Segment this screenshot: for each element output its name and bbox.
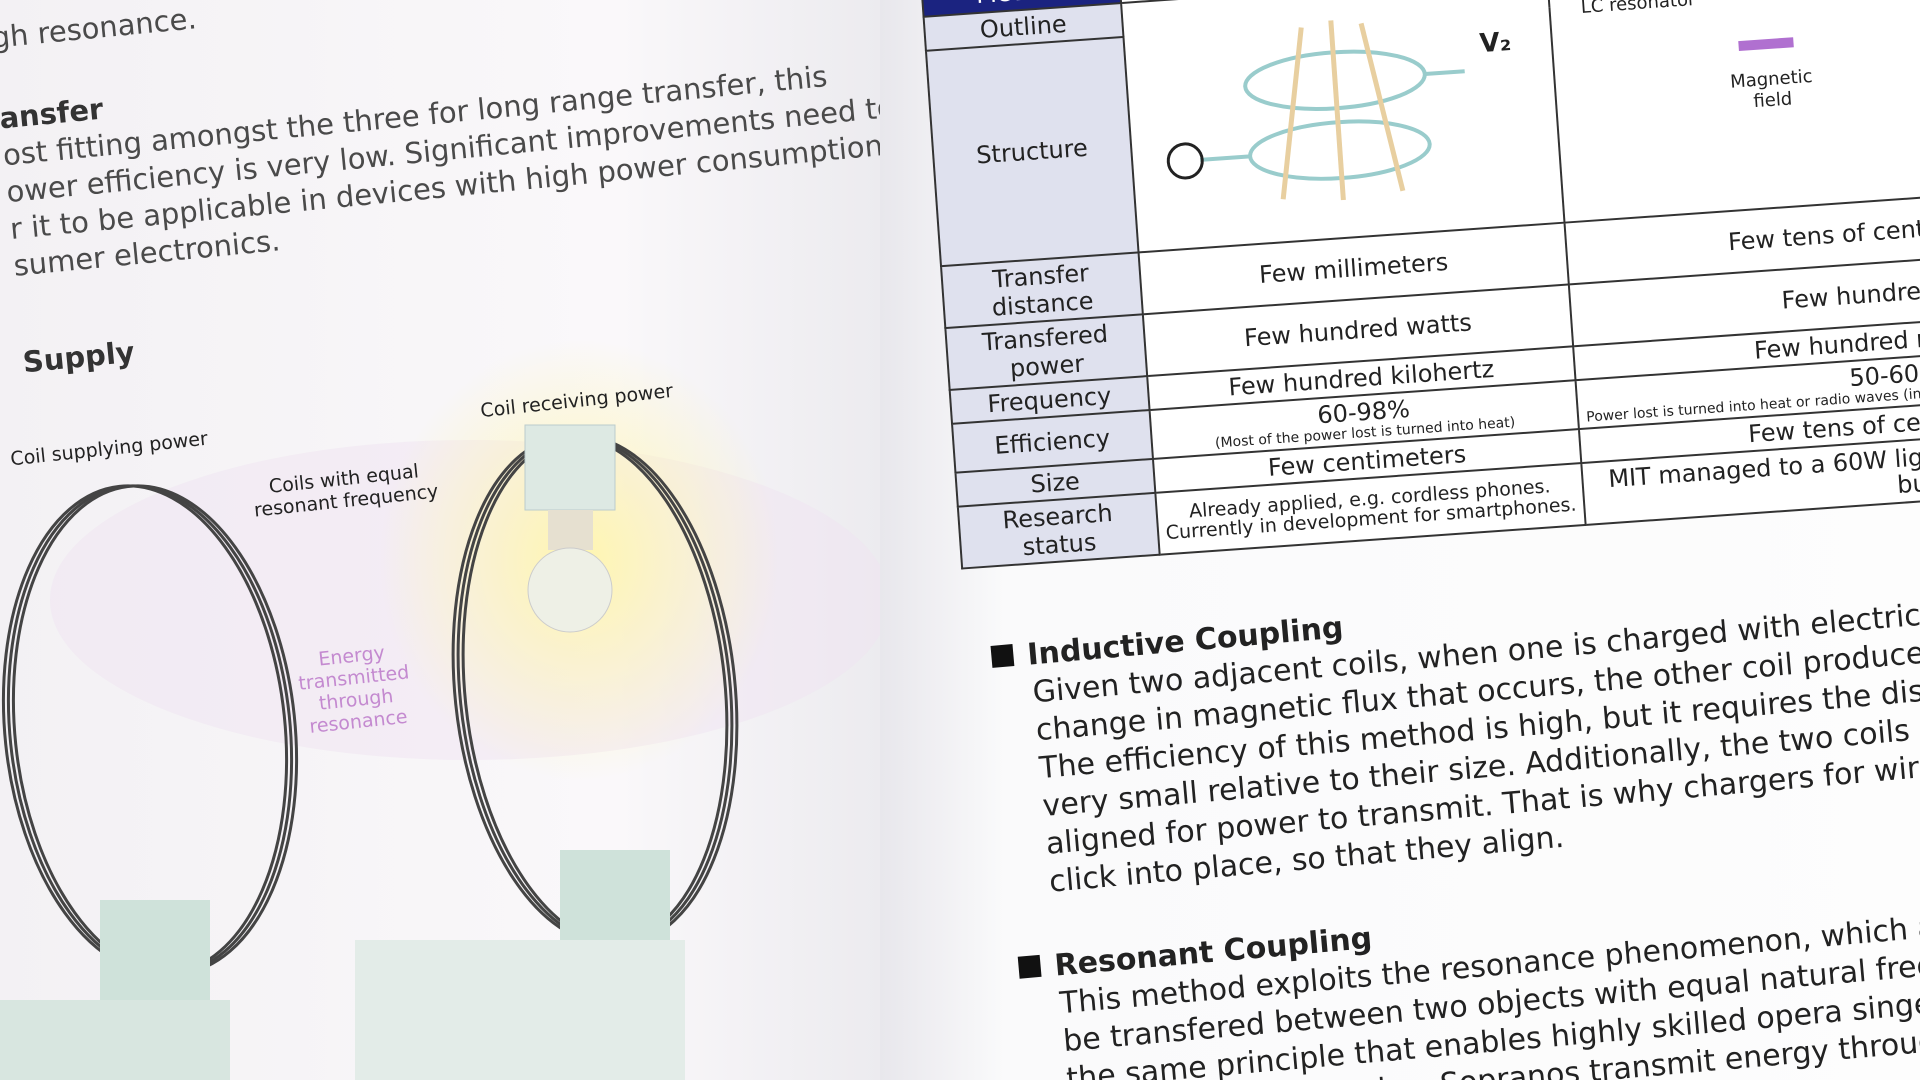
section: Inductive Coupling Given two adjacent coi… [990, 544, 1920, 905]
cell-text: Few hundred [1780, 275, 1920, 315]
comparison-table: MethodInductive CouplingPower transferre… [920, 0, 1920, 570]
structure-cell: LC resonator Magnetic field [1547, 0, 1920, 223]
sections: Inductive Coupling Given two adjacent coi… [990, 544, 1920, 1080]
row-label: Research status [957, 492, 1160, 569]
figure-label: V₂ [1478, 26, 1513, 60]
right-page: MethodInductive CouplingPower transferre… [880, 0, 1920, 1080]
inductive-figure [1167, 20, 1466, 201]
coil-diagram [0, 340, 880, 1080]
diagram-label: Energy transmitted through resonance [297, 641, 411, 738]
figure-label: Magnetic field [1729, 66, 1814, 113]
arrow-icon [1738, 37, 1795, 52]
figure-label: LC resonator [1580, 0, 1697, 18]
structure-cell: V₂ [1120, 0, 1565, 253]
left-page: gh resonance. ansfer ost fitting amongst… [0, 0, 880, 1080]
cell-text: Few tens of centi [1727, 214, 1920, 257]
row-label: Structure [925, 36, 1139, 267]
table-row: Outline V₂ LC resonator Magnetic field [923, 0, 1920, 253]
